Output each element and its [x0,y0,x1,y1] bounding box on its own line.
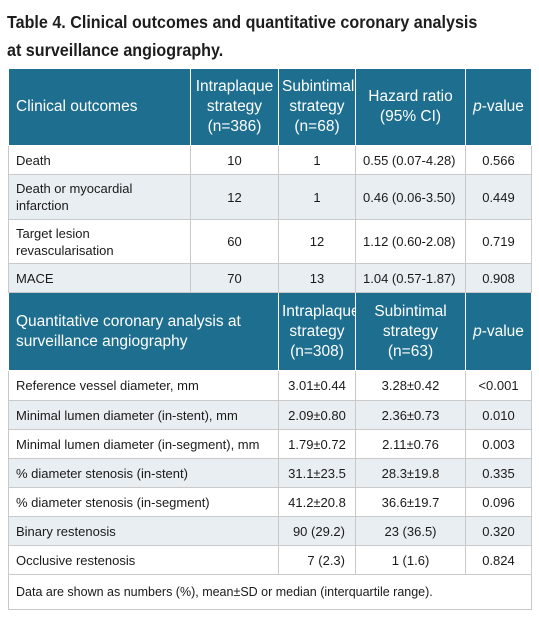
clinical-outcomes-header-row: Clinical outcomes Intraplaque strategy (… [8,68,532,146]
outcomes-table: Clinical outcomes Intraplaque strategy (… [8,68,532,610]
intraplaque-value: 60 [190,219,279,264]
table-row: Death 10 1 0.55 (0.07-4.28) 0.566 [8,145,532,175]
intraplaque-value: 7 (2.3) [278,545,356,575]
intraplaque-value: 2.09±0.80 [278,400,356,430]
hazard-ratio-value: 1.04 (0.57-1.87) [355,263,466,293]
table-row: Minimal lumen diameter (in-segment), mm … [8,429,532,459]
qca-header-row: Quantitative coronary analysis at survei… [8,292,532,371]
intraplaque-value: 31.1±23.5 [278,458,356,488]
p-value: 0.908 [465,263,532,293]
table-row: % diameter stenosis (in-segment) 41.2±20… [8,487,532,517]
subintimal-value: 13 [278,263,356,293]
table-row: Occlusive restenosis 7 (2.3) 1 (1.6) 0.8… [8,545,532,575]
table-row: Reference vessel diameter, mm 3.01±0.44 … [8,370,532,401]
subintimal-value: 1 (1.6) [355,545,466,575]
row-label: Target lesion revascularisation [8,219,191,264]
row-label: % diameter stenosis (in-segment) [8,487,279,517]
table-row: Death or myocardial infarction 12 1 0.46… [8,174,532,220]
row-label: Binary restenosis [8,516,279,546]
subintimal-value: 12 [278,219,356,264]
intraplaque-value: 41.2±20.8 [278,487,356,517]
p-value: 0.096 [465,487,532,517]
p-value: <0.001 [465,370,532,401]
table-row: Minimal lumen diameter (in-stent), mm 2.… [8,400,532,430]
hazard-ratio-value: 1.12 (0.60-2.08) [355,219,466,264]
intraplaque-value: 3.01±0.44 [278,370,356,401]
row-label: % diameter stenosis (in-stent) [8,458,279,488]
subintimal-value: 3.28±0.42 [355,370,466,401]
intraplaque-value: 1.79±0.72 [278,429,356,459]
subintimal-value: 36.6±19.7 [355,487,466,517]
p-value: 0.566 [465,145,532,175]
row-label: Occlusive restenosis [8,545,279,575]
subintimal-value: 2.36±0.73 [355,400,466,430]
subintimal-value: 23 (36.5) [355,516,466,546]
row-label: Minimal lumen diameter (in-stent), mm [8,400,279,430]
header-p-value: p-value [465,68,532,146]
table-row: Binary restenosis 90 (29.2) 23 (36.5) 0.… [8,516,532,546]
table-row: % diameter stenosis (in-stent) 31.1±23.5… [8,458,532,488]
intraplaque-value: 10 [190,145,279,175]
subintimal-value: 1 [278,145,356,175]
header-qca: Quantitative coronary analysis at survei… [8,292,279,371]
table-title: Table 4. Clinical outcomes and quantitat… [7,12,478,60]
hazard-ratio-value: 0.55 (0.07-4.28) [355,145,466,175]
table-row: MACE 70 13 1.04 (0.57-1.87) 0.908 [8,263,532,293]
p-value: 0.824 [465,545,532,575]
footnote-row: Data are shown as numbers (%), mean±SD o… [8,574,532,610]
header-intraplaque: Intraplaque strategy (n=308) [278,292,356,371]
header-p-value: p-value [465,292,532,371]
hazard-ratio-value: 0.46 (0.06-3.50) [355,174,466,220]
header-clinical-outcomes: Clinical outcomes [8,68,191,146]
p-value: 0.719 [465,219,532,264]
row-label: Death [8,145,191,175]
p-value: 0.003 [465,429,532,459]
intraplaque-value: 70 [190,263,279,293]
header-hazard-ratio: Hazard ratio (95% CI) [355,68,466,146]
header-intraplaque: Intraplaque strategy (n=386) [190,68,279,146]
row-label: MACE [8,263,191,293]
p-value: 0.320 [465,516,532,546]
row-label: Reference vessel diameter, mm [8,370,279,401]
intraplaque-value: 90 (29.2) [278,516,356,546]
subintimal-value: 28.3±19.8 [355,458,466,488]
row-label: Minimal lumen diameter (in-segment), mm [8,429,279,459]
table-footnote: Data are shown as numbers (%), mean±SD o… [8,574,532,610]
p-value: 0.449 [465,174,532,220]
subintimal-value: 2.11±0.76 [355,429,466,459]
row-label: Death or myocardial infarction [8,174,191,220]
header-subintimal: Subintimal strategy (n=63) [355,292,466,371]
p-value: 0.335 [465,458,532,488]
table-row: Target lesion revascularisation 60 12 1.… [8,219,532,264]
intraplaque-value: 12 [190,174,279,220]
p-value: 0.010 [465,400,532,430]
subintimal-value: 1 [278,174,356,220]
header-subintimal: Subintimal strategy (n=68) [278,68,356,146]
